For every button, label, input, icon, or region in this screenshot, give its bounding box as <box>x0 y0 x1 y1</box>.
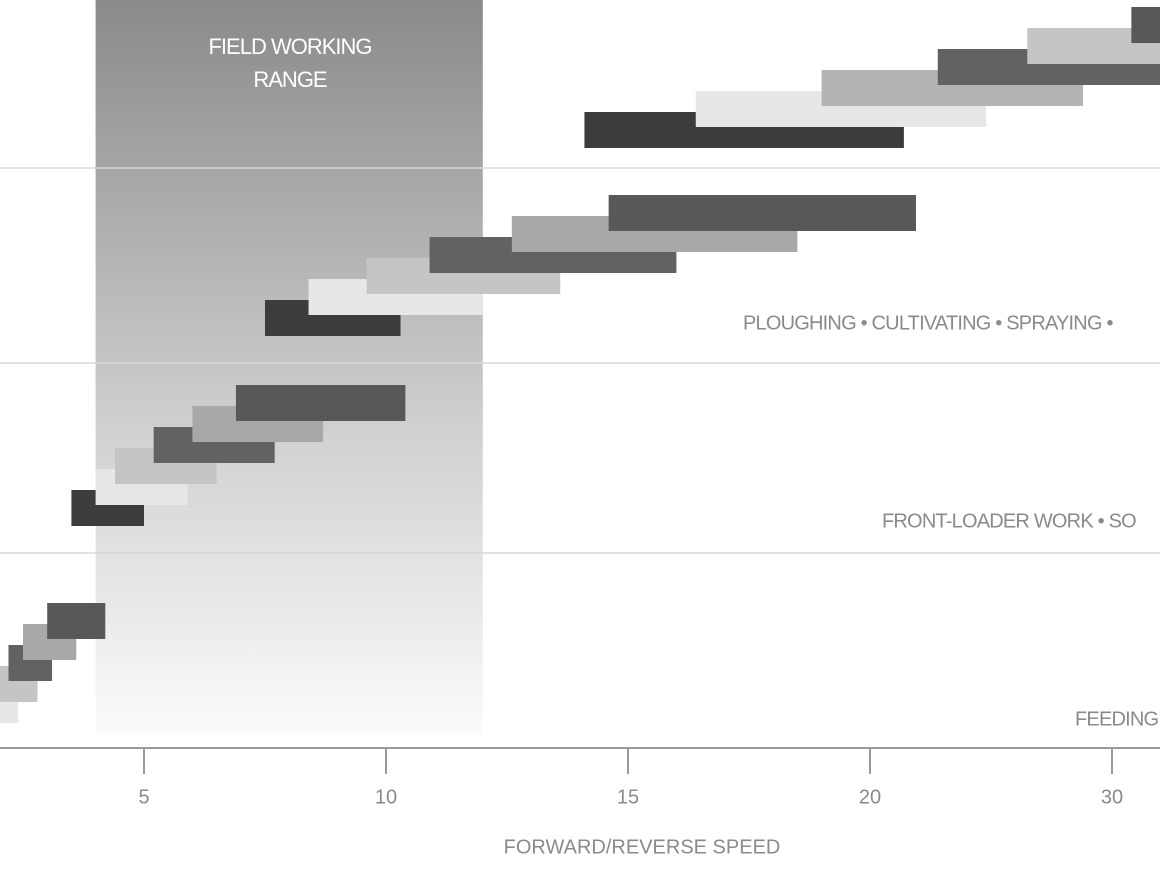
x-tick-label: 5 <box>138 786 149 808</box>
group-label: FRONT-LOADER WORK • SO <box>882 510 1136 532</box>
shaded-band <box>95 0 483 735</box>
x-axis-title: FORWARD/REVERSE SPEED <box>504 836 781 858</box>
group-label: PLOUGHING • CULTIVATING • SPRAYING • <box>743 312 1113 334</box>
range-bar <box>235 385 406 421</box>
x-tick-label: 20 <box>859 786 881 808</box>
group-label: FEEDING <box>1075 708 1159 730</box>
range-bar <box>47 603 106 639</box>
range-bar <box>608 195 916 231</box>
band-label: FIELD WORKING RANGE <box>208 34 372 92</box>
range-bar <box>1131 7 1160 43</box>
x-tick-label: 15 <box>617 786 639 808</box>
x-tick-label: 30 <box>1101 786 1123 808</box>
x-tick-label: 10 <box>375 786 397 808</box>
